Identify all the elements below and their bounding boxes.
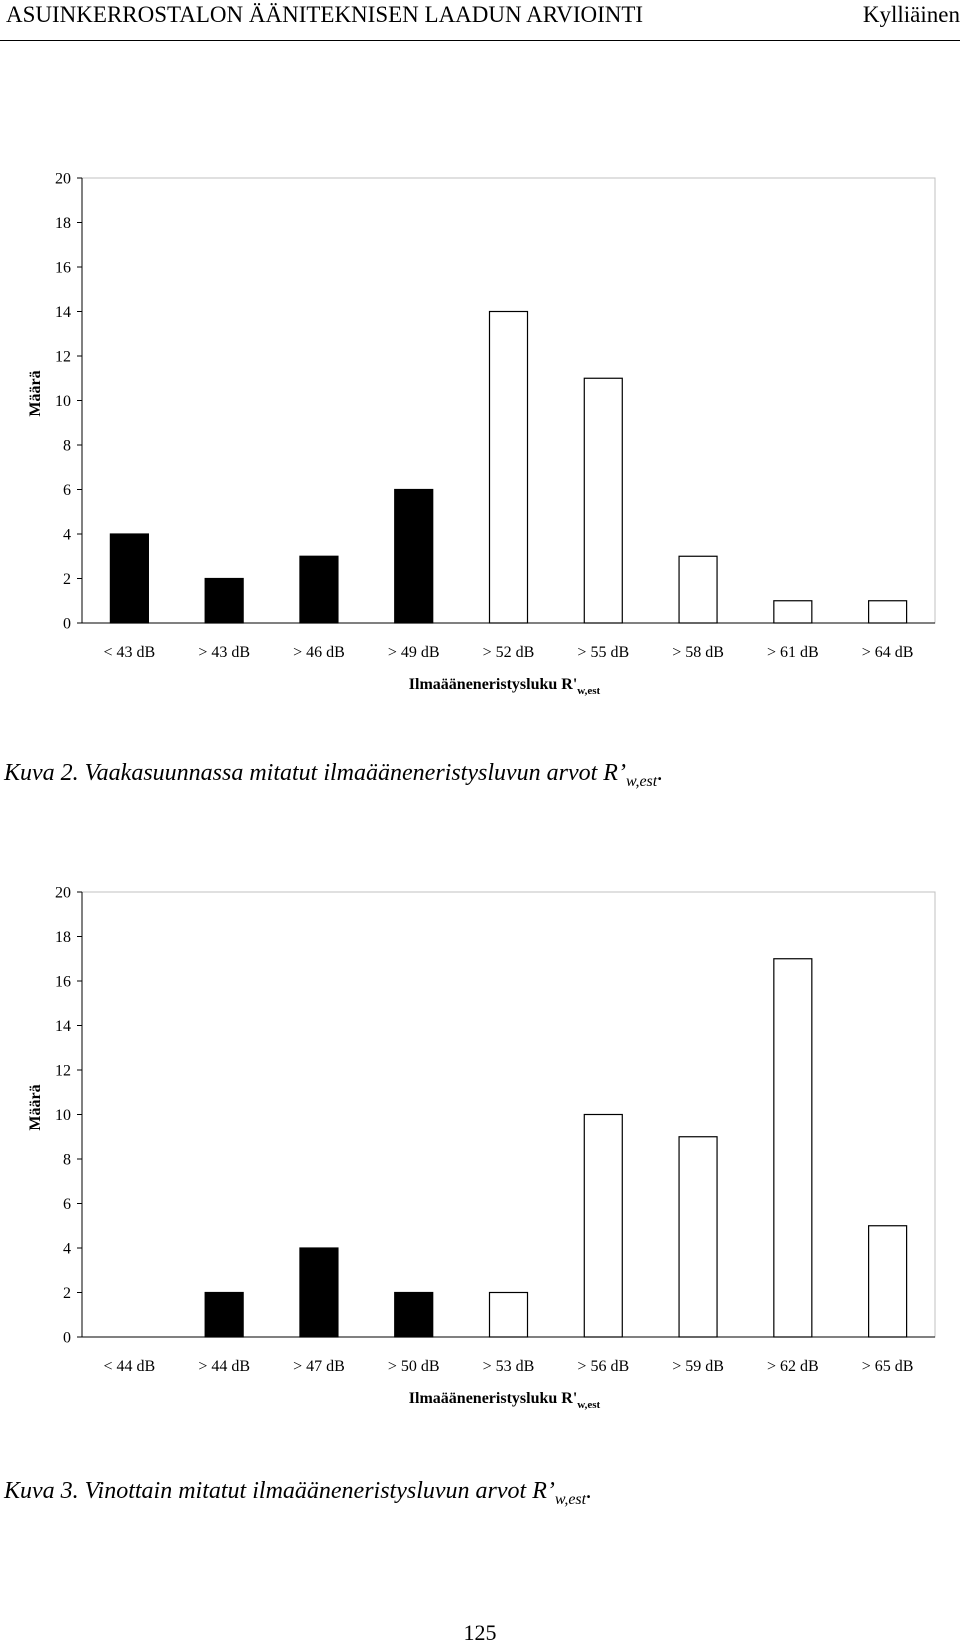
x-tick-label: > 65 dB: [862, 1358, 914, 1375]
x-tick-label: > 55 dB: [577, 644, 629, 661]
caption-2-text: Vinottain mitatut ilmaääneneristysluvun …: [78, 1478, 555, 1504]
x-tick-label: > 50 dB: [388, 1358, 440, 1375]
bar-chart-1: 0 2 4 6 8 10 12 14 16 18 20 Määrä < 43 dB > 43 dB > 46…: [27, 171, 936, 697]
y-tick-label: 8: [63, 1152, 71, 1169]
y-tick-label: 18: [55, 929, 71, 946]
bar: [109, 533, 149, 624]
caption-1-text: Vaakasuunnassa mitatut ilmaääneneristysl…: [78, 760, 626, 786]
y-tick-label: 12: [55, 1063, 71, 1080]
bar: [583, 377, 623, 624]
x-tick-label: > 58 dB: [672, 644, 724, 661]
x-tick-label: > 43 dB: [198, 644, 250, 661]
x-tick-label: > 56 dB: [577, 1358, 629, 1375]
x-tick-label: > 47 dB: [293, 1358, 345, 1375]
x-axis-title-subscript: w,est: [577, 685, 600, 697]
x-tick-label: > 62 dB: [767, 1358, 819, 1375]
y-tick-label: 12: [55, 349, 71, 366]
bar: [394, 488, 434, 624]
y-tick-label: 8: [63, 438, 71, 455]
y-tick-label: 16: [55, 974, 71, 991]
x-tick-label: > 64 dB: [862, 644, 914, 661]
x-tick-label: > 44 dB: [198, 1358, 250, 1375]
y-axis-title: Määrä: [27, 370, 44, 416]
bar: [488, 310, 529, 624]
x-tick-label: > 49 dB: [388, 644, 440, 661]
caption-1-label: Kuva 2.: [4, 760, 79, 786]
bar-chart-2: 0 2 4 6 8 10 12 14 16 18 20 Määrä < 44 dB > 44 dB > 47…: [27, 885, 936, 1411]
figure-caption-2: Kuva 3. Vinottain mitatut ilmaäänenerist…: [4, 1478, 592, 1509]
x-axis-title: Ilmaääneneristysluku R'w,est: [409, 1390, 601, 1411]
bar: [394, 1291, 434, 1338]
x-tick-label: > 52 dB: [483, 644, 535, 661]
y-tick-label: 4: [63, 1241, 71, 1258]
bar: [204, 1291, 244, 1338]
caption-1-end: .: [657, 760, 664, 786]
bar: [773, 958, 813, 1338]
caption-2-subscript: w,est: [554, 1491, 587, 1508]
bar: [488, 1291, 529, 1338]
bar: [204, 577, 244, 624]
x-axis-title: Ilmaääneneristysluku R'w,est: [409, 676, 601, 697]
header-title: ASUINKERROSTALON ÄÄNITEKNISEN LAADUN ARV…: [6, 2, 644, 27]
header-author: Kylliäinen: [862, 2, 960, 27]
x-tick-label: < 44 dB: [104, 1358, 156, 1375]
x-axis-title-main: Ilmaääneneristysluku R': [409, 676, 577, 693]
x-tick-label: < 43 dB: [104, 644, 156, 661]
y-tick-label: 2: [63, 571, 71, 588]
bar: [678, 1136, 718, 1338]
x-axis-title-main: Ilmaääneneristysluku R': [409, 1390, 577, 1407]
y-tick-label: 20: [55, 171, 71, 188]
bar: [299, 555, 339, 624]
y-tick-label: 10: [55, 393, 71, 410]
x-tick-label: > 46 dB: [293, 644, 345, 661]
x-axis-title-subscript: w,est: [577, 1399, 600, 1411]
y-tick-label: 2: [63, 1285, 71, 1302]
x-tick-label: > 59 dB: [672, 1358, 724, 1375]
bar: [868, 600, 908, 624]
caption-1-subscript: w,est: [625, 773, 658, 790]
figure-caption-1: Kuva 2. Vaakasuunnassa mitatut ilmaäänen…: [4, 760, 663, 791]
y-tick-label: 6: [63, 482, 71, 499]
y-tick-label: 0: [63, 1330, 71, 1347]
y-tick-label: 20: [55, 885, 71, 902]
y-tick-label: 14: [55, 304, 71, 321]
caption-2-end: .: [586, 1478, 593, 1504]
x-tick-label: > 61 dB: [767, 644, 819, 661]
x-tick-label: > 53 dB: [483, 1358, 535, 1375]
y-tick-label: 14: [55, 1018, 71, 1035]
bar: [583, 1113, 623, 1338]
caption-2-label: Kuva 3.: [4, 1478, 79, 1504]
header-rule: [0, 40, 960, 41]
y-tick-label: 0: [63, 616, 71, 633]
y-tick-label: 16: [55, 260, 71, 277]
page-header: ASUINKERROSTALON ÄÄNITEKNISEN LAADUN ARV…: [0, 0, 960, 42]
y-tick-label: 10: [55, 1107, 71, 1124]
y-axis-title: Määrä: [27, 1084, 44, 1130]
bar: [868, 1225, 908, 1338]
bar: [678, 555, 718, 624]
y-tick-label: 6: [63, 1196, 71, 1213]
bar: [773, 600, 813, 624]
page-number: 125: [463, 1620, 497, 1645]
y-tick-label: 18: [55, 215, 71, 232]
y-tick-label: 4: [63, 527, 71, 544]
bar: [299, 1247, 339, 1338]
